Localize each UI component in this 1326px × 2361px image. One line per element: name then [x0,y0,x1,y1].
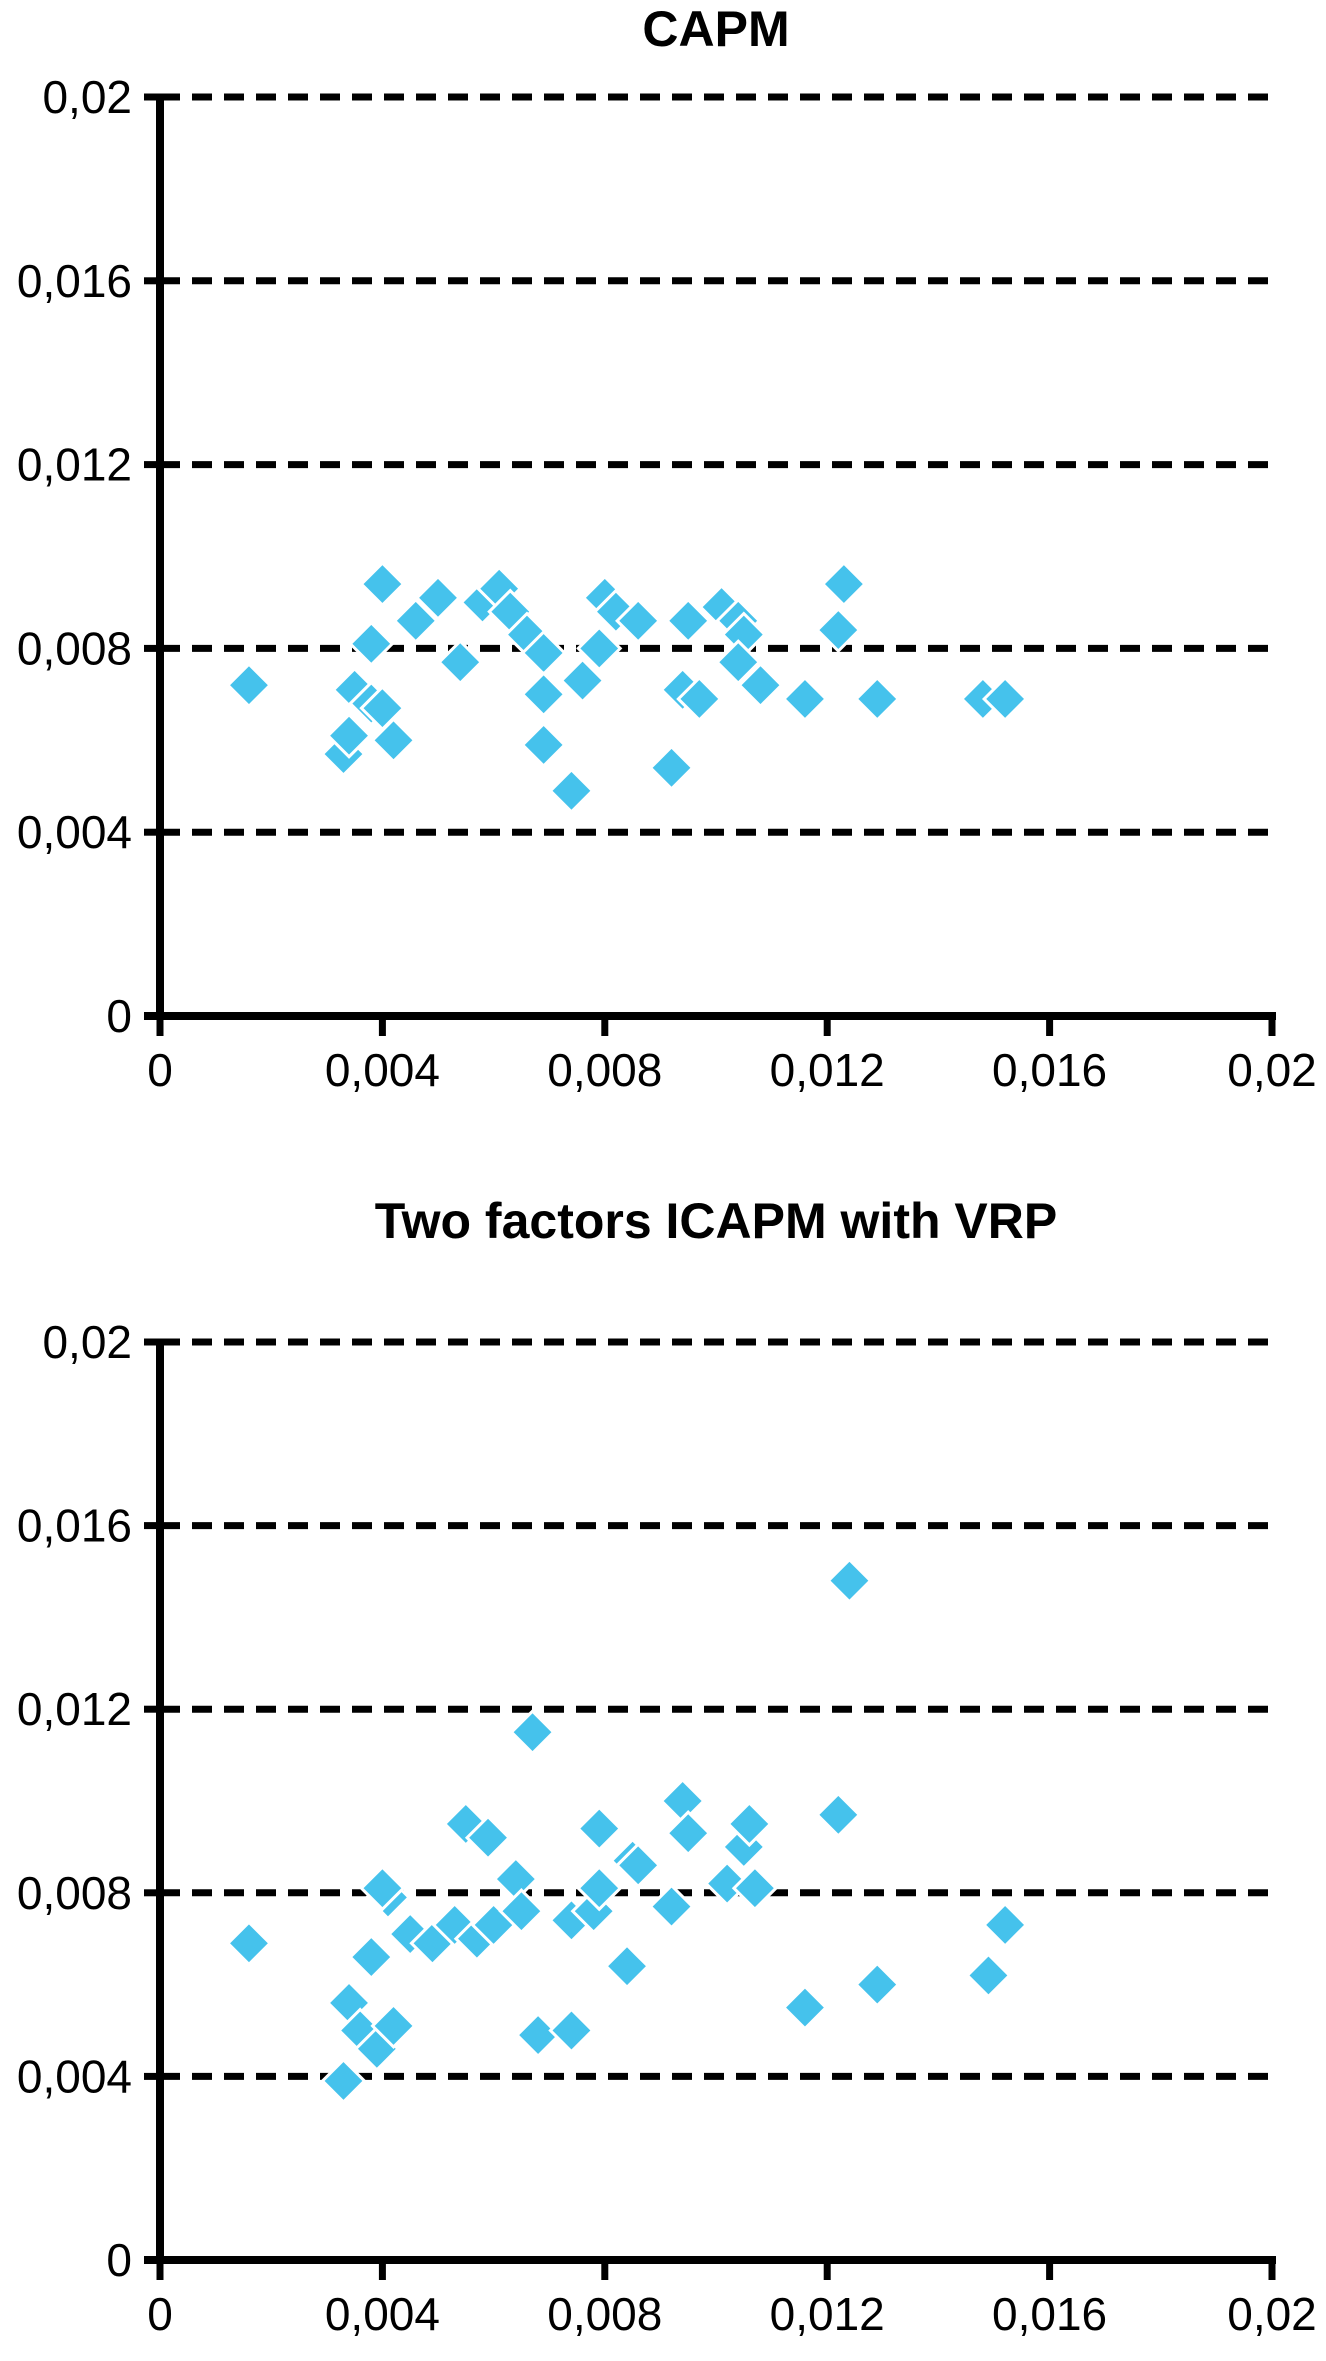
data-point-diamond [648,1883,695,1930]
data-point-diamond [548,767,595,814]
chart-capm-section: CAPM 0 0,004 0,008 0,012 0,016 0,02 0 0,004 0,00… [0,0,1326,1100]
data-point-diamond [225,1920,273,1967]
x-tick-label: 0 [147,1044,173,1096]
x-tick-label: 0,004 [325,2288,440,2340]
y-tick-label: 0,008 [17,622,132,674]
chart-icapm-vrp-section: Two factors ICAPM with VRP 0 0,004 0,008 0,… [0,1180,1326,2361]
data-point-diamond [665,1810,712,1857]
chart-capm-title: CAPM [642,1,790,57]
chart-capm-plot: 0 0,004 0,008 0,012 0,016 0,02 0 0,004 0,008 0,01… [17,71,1317,1096]
y-tick-label: 0,016 [17,255,132,307]
chart-icapm-vrp-title: Two factors ICAPM with VRP [374,1193,1058,1249]
data-point-diamond [348,620,395,667]
x-tick-label: 0,008 [547,1044,662,1096]
data-point-diamond [820,560,868,608]
data-point-diamond [676,675,723,723]
x-tick-label: 0,008 [547,2288,662,2340]
data-point-diamond [509,1709,556,1756]
data-point-diamond [225,662,273,709]
data-point-diamond [320,2057,367,2105]
data-point-diamond [815,606,862,654]
data-point-diamond [559,657,606,704]
data-point-diamond [854,1961,901,2008]
data-point-diamond [781,675,829,723]
x-tick-label: 0,004 [325,1044,440,1096]
data-point-diamond [370,717,417,764]
x-tick-label: 0 [147,2288,173,2340]
data-point-diamond [615,1842,662,1889]
data-point-diamond [715,639,762,686]
data-point-diamond [726,1800,773,1848]
data-point-diamond [854,675,901,723]
x-tick-label: 0,012 [770,2288,885,2340]
data-point-diamond [414,574,462,621]
x-tick-label: 0,016 [992,2288,1107,2340]
y-tick-label: 0 [106,2234,132,2286]
data-point-diamond [781,1984,829,2031]
x-tick-label: 0,02 [1227,1044,1317,1096]
data-point-diamond [359,560,406,608]
y-tick-label: 0,004 [17,806,132,858]
data-point-diamond [464,1814,512,1861]
data-point-diamond [965,1952,1012,1999]
y-tick-label: 0,004 [17,2050,132,2102]
y-tick-label: 0,012 [17,439,132,491]
data-point-diamond [981,675,1029,723]
data-point-diamond [603,1943,651,1990]
data-point-diamond [359,1865,406,1912]
y-tick-label: 0 [106,990,132,1042]
y-tick-label: 0,02 [42,71,132,123]
data-point-diamond [815,1791,862,1838]
data-point-diamond [576,625,623,672]
y-tick-label: 0,016 [17,1500,132,1552]
y-tick-label: 0,008 [17,1867,132,1919]
data-point-diamond [498,1888,545,1935]
x-tick-label: 0,016 [992,1044,1107,1096]
x-tick-label: 0,02 [1227,2288,1317,2340]
x-tick-label: 0,012 [770,1044,885,1096]
data-point-diamond [514,2011,562,2059]
data-point-diamond [576,1865,623,1912]
data-point-diamond [325,712,373,759]
data-point-diamond [520,671,567,718]
data-point-diamond [348,1933,395,1981]
data-point-diamond [826,1557,873,1604]
chart-icapm-vrp-plot: 0 0,004 0,008 0,012 0,016 0,02 0 0,004 0,008 0,01… [17,1316,1317,2340]
data-point-diamond [370,2002,417,2050]
data-point-diamond [520,721,567,769]
data-point-diamond [437,639,484,686]
data-point-diamond [615,597,662,644]
data-point-diamond [392,597,439,644]
data-point-diamond [665,597,712,644]
data-point-diamond [576,1805,623,1852]
y-tick-label: 0,012 [17,1683,132,1735]
data-point-diamond [648,744,695,791]
data-point-diamond [981,1901,1029,1949]
data-point-diamond [548,2007,595,2054]
y-tick-label: 0,02 [42,1316,132,1368]
data-point-diamond [737,662,784,709]
data-point-diamond [703,1860,751,1907]
data-point-diamond [731,1865,779,1912]
